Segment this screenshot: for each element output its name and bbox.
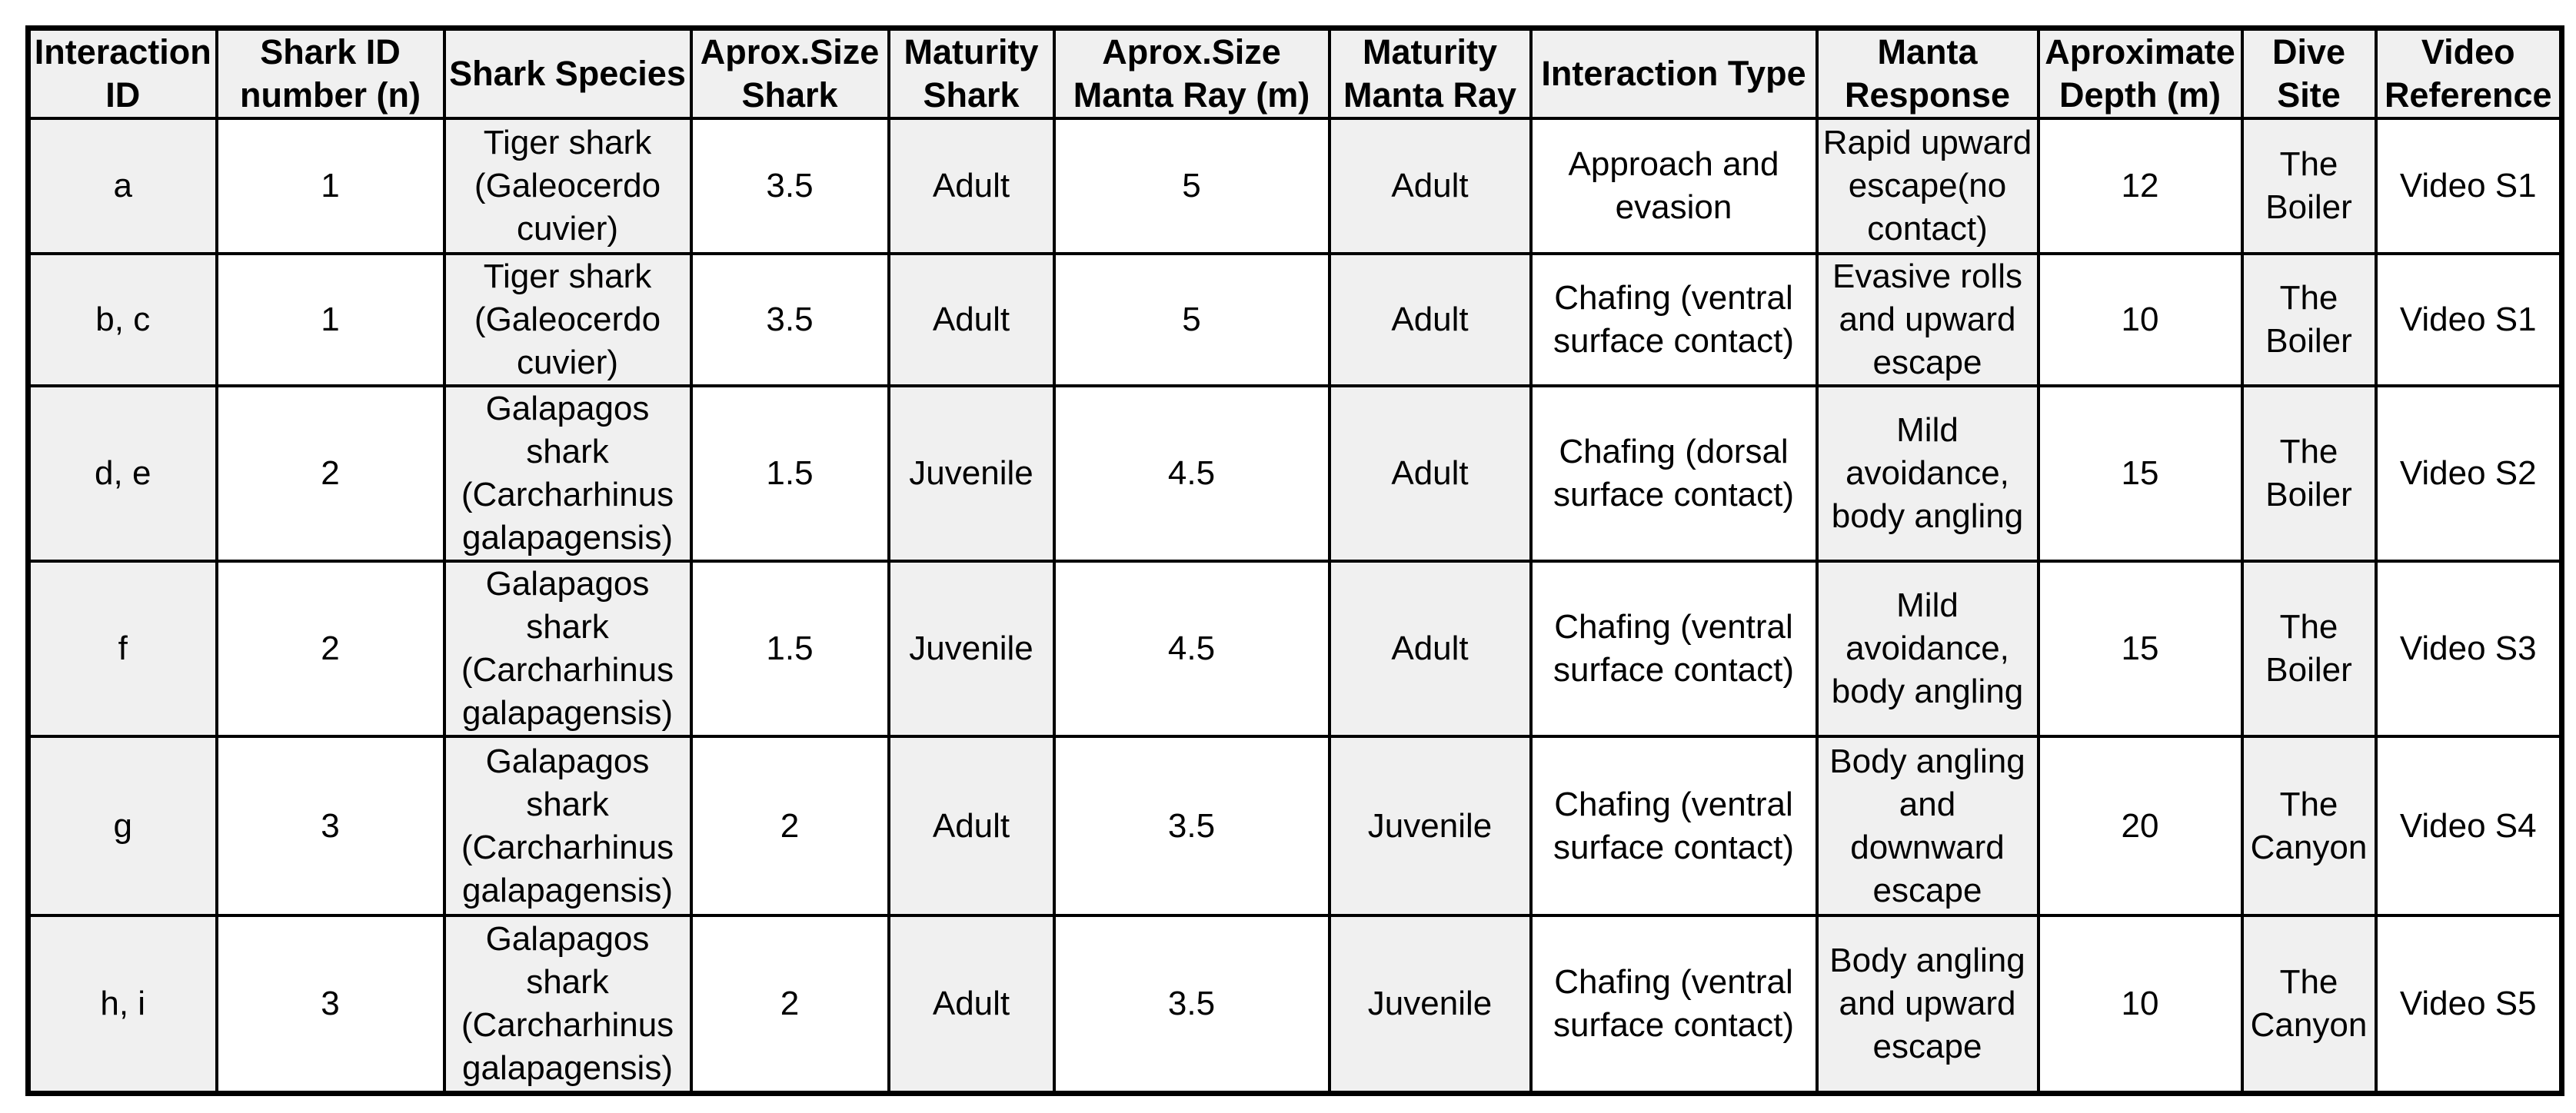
table-cell: Body angling and upward escape — [1815, 914, 2040, 1095]
table-cell: d, e — [26, 384, 218, 563]
table-cell: 4.5 — [1052, 560, 1331, 738]
table-cell: Chafing (ventral surface contact) — [1529, 914, 1819, 1095]
table-cell: 3 — [215, 735, 446, 917]
table-row: d, e 2 Galapagos shark (Carcharhinus galap… — [26, 384, 2564, 563]
column-header: Video Reference — [2374, 26, 2564, 120]
column-header: Maturity Manta Ray — [1327, 26, 1533, 120]
table-cell: b, c — [26, 252, 218, 387]
table-row: a 1 Tiger shark (Galeocerdo cuvier) 3.5 Adul… — [26, 117, 2564, 255]
column-header: Manta Response — [1815, 26, 2040, 120]
table-cell: 20 — [2036, 735, 2244, 917]
table-cell: Adult — [887, 252, 1056, 387]
table-cell: 3.5 — [689, 117, 890, 255]
table-cell: 10 — [2036, 252, 2244, 387]
table-cell: Video S1 — [2374, 252, 2564, 387]
table-cell: Video S4 — [2374, 735, 2564, 917]
table-cell: Juvenile — [1327, 914, 1533, 1095]
table-cell: 3 — [215, 914, 446, 1095]
table-cell: 5 — [1052, 252, 1331, 387]
table-cell: 1.5 — [689, 560, 890, 738]
table-cell: 1 — [215, 252, 446, 387]
table-cell: The Boiler — [2240, 252, 2378, 387]
table-cell: The Boiler — [2240, 384, 2378, 563]
table-cell: 2 — [689, 914, 890, 1095]
table-cell: Chafing (ventral surface contact) — [1529, 735, 1819, 917]
table-cell: 3.5 — [1052, 735, 1331, 917]
table-cell: The Boiler — [2240, 560, 2378, 738]
table-cell: Tiger shark (Galeocerdo cuvier) — [442, 252, 693, 387]
table-cell: Galapagos shark (Carcharhinus galapagens… — [442, 384, 693, 563]
column-header: Dive Site — [2240, 26, 2378, 120]
table-cell: Adult — [1327, 384, 1533, 563]
column-header: Interaction ID — [26, 26, 218, 120]
table-cell: 3.5 — [1052, 914, 1331, 1095]
table-cell: Video S2 — [2374, 384, 2564, 563]
table-cell: The Boiler — [2240, 117, 2378, 255]
table-cell: 5 — [1052, 117, 1331, 255]
shark-manta-interactions-table: Interaction ID Shark ID number (n) Shark S… — [25, 25, 2564, 1096]
table-cell: 2 — [689, 735, 890, 917]
table-cell: Chafing (dorsal surface contact) — [1529, 384, 1819, 563]
table-cell: Mild avoidance, body angling — [1815, 384, 2040, 563]
table-row: b, c 1 Tiger shark (Galeocerdo cuvier) 3.5 A… — [26, 252, 2564, 387]
table-cell: Video S1 — [2374, 117, 2564, 255]
table-header: Interaction ID Shark ID number (n) Shark S… — [26, 26, 2564, 120]
table-cell: Tiger shark (Galeocerdo cuvier) — [442, 117, 693, 255]
table-row: g 3 Galapagos shark (Carcharhinus galapage… — [26, 735, 2564, 917]
table-cell: Adult — [1327, 252, 1533, 387]
column-header: Shark ID number (n) — [215, 26, 446, 120]
table-cell: Approach and evasion — [1529, 117, 1819, 255]
table-cell: Evasive rolls and upward escape — [1815, 252, 2040, 387]
column-header: Maturity Shark — [887, 26, 1056, 120]
table-cell: 1 — [215, 117, 446, 255]
table-cell: 4.5 — [1052, 384, 1331, 563]
table-cell: Galapagos shark (Carcharhinus galapagens… — [442, 560, 693, 738]
table-cell: The Canyon — [2240, 914, 2378, 1095]
table-cell: 10 — [2036, 914, 2244, 1095]
table-body: a 1 Tiger shark (Galeocerdo cuvier) 3.5 Adul… — [26, 117, 2564, 1095]
table-cell: Adult — [1327, 560, 1533, 738]
header-row: Interaction ID Shark ID number (n) Shark S… — [26, 26, 2564, 120]
table-cell: 2 — [215, 384, 446, 563]
table-cell: Juvenile — [887, 560, 1056, 738]
table-cell: Juvenile — [887, 384, 1056, 563]
table-cell: Adult — [1327, 117, 1533, 255]
table-cell: 15 — [2036, 384, 2244, 563]
table-cell: Adult — [887, 735, 1056, 917]
table-row: h, i 3 Galapagos shark (Carcharhinus galap… — [26, 914, 2564, 1095]
table-cell: The Canyon — [2240, 735, 2378, 917]
table-cell: Adult — [887, 117, 1056, 255]
table-cell: Video S5 — [2374, 914, 2564, 1095]
table-cell: Chafing (ventral surface contact) — [1529, 560, 1819, 738]
table-cell: Video S3 — [2374, 560, 2564, 738]
column-header: Interaction Type — [1529, 26, 1819, 120]
table-row: f 2 Galapagos shark (Carcharhinus galapage… — [26, 560, 2564, 738]
table-cell: Rapid upward escape(no contact) — [1815, 117, 2040, 255]
table-cell: a — [26, 117, 218, 255]
table-cell: 1.5 — [689, 384, 890, 563]
table-cell: Adult — [887, 914, 1056, 1095]
table-cell: Mild avoidance, body angling — [1815, 560, 2040, 738]
table-cell: Chafing (ventral surface contact) — [1529, 252, 1819, 387]
column-header: Aprox.Size Shark — [689, 26, 890, 120]
column-header: Shark Species — [442, 26, 693, 120]
table-cell: 12 — [2036, 117, 2244, 255]
table-cell: Galapagos shark (Carcharhinus galapagens… — [442, 914, 693, 1095]
table-cell: Galapagos shark (Carcharhinus galapagens… — [442, 735, 693, 917]
table-cell: 3.5 — [689, 252, 890, 387]
column-header: Aproximate Depth (m) — [2036, 26, 2244, 120]
table-cell: 2 — [215, 560, 446, 738]
table-cell: f — [26, 560, 218, 738]
column-header: Aprox.Size Manta Ray (m) — [1052, 26, 1331, 120]
table-cell: 15 — [2036, 560, 2244, 738]
table-cell: g — [26, 735, 218, 917]
table-cell: h, i — [26, 914, 218, 1095]
table-cell: Juvenile — [1327, 735, 1533, 917]
table-cell: Body angling and downward escape — [1815, 735, 2040, 917]
